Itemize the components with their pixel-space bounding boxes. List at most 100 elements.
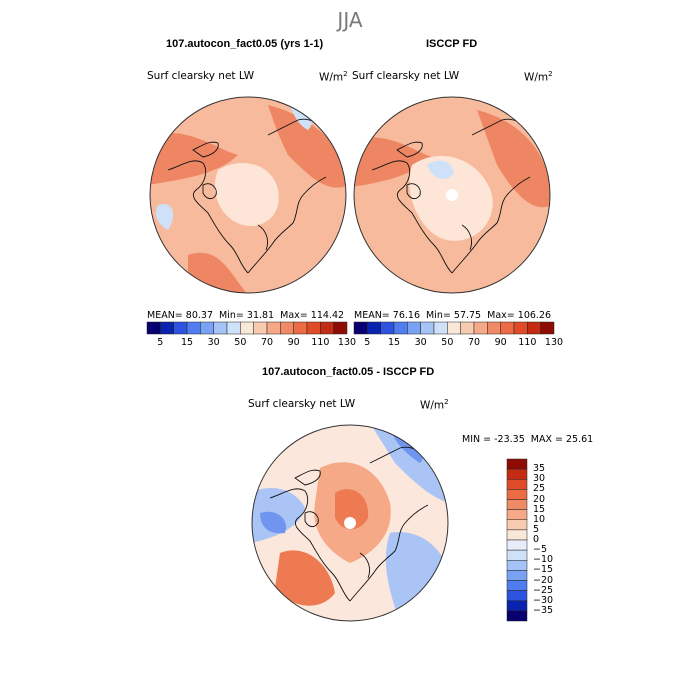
map1-warm-west — [150, 132, 238, 185]
colorbar-tick-label: 110 — [311, 337, 330, 348]
colorbar-swatch — [513, 321, 528, 335]
colorbar-tick-label: −10 — [533, 554, 554, 566]
colorbar-swatch — [306, 321, 321, 335]
colorbar-swatch — [540, 321, 555, 335]
colorbar-swatch — [506, 509, 528, 520]
colorbar-tick-label: 90 — [287, 337, 300, 348]
colorbar-tick-label: 130 — [337, 337, 357, 348]
map2-blue-patch — [427, 160, 454, 179]
map1-blue-patch-west — [156, 204, 174, 230]
colorbar-swatch — [353, 321, 368, 335]
diff-east-cold — [370, 425, 448, 503]
colorbar-tick-label: 20 — [533, 493, 546, 505]
colorbar-swatch — [506, 570, 528, 581]
colorbar-tick-label: 30 — [533, 473, 546, 485]
map1-arctic-cool — [214, 162, 279, 226]
panel1-title: 107.autocon_fact0.05 (yrs 1-1) — [166, 38, 324, 50]
colorbar-tick-label: −20 — [533, 574, 554, 586]
colorbar-swatch — [527, 321, 541, 335]
colorbar-swatch — [447, 321, 461, 335]
map-panel1 — [149, 96, 347, 294]
colorbar-swatch — [200, 321, 214, 335]
map-panel2 — [353, 96, 551, 294]
colorbar-tick-label: 30 — [414, 337, 427, 348]
colorbar-tick-label: 15 — [180, 337, 194, 348]
colorbar-panel2 — [353, 321, 555, 335]
diff-outline — [251, 424, 449, 622]
colorbar-tick-label: 5 — [364, 337, 371, 348]
colorbar-swatch — [506, 539, 528, 551]
colorbar-tick-label: 0 — [533, 534, 540, 545]
colorbar-swatch — [506, 489, 528, 500]
colorbar-swatch — [367, 321, 381, 335]
colorbar-tick-label: −15 — [533, 564, 554, 576]
map2-outline — [353, 96, 551, 294]
colorbar-swatch — [146, 321, 161, 335]
colorbar-tick-label: −25 — [533, 584, 554, 596]
colorbar-swatch — [500, 321, 515, 335]
diff-units: W/m2 — [420, 398, 449, 412]
colorbar-swatch — [506, 590, 528, 601]
diff-arctic-warm-strong — [335, 489, 369, 530]
colorbar-tick-label: 35 — [533, 463, 546, 475]
panel2-variable: Surf clearsky net LW — [352, 70, 460, 82]
colorbar-swatch — [186, 321, 201, 335]
colorbar-swatch — [173, 321, 188, 335]
colorbar-tick-label: 70 — [260, 337, 274, 348]
colorbar-swatch — [506, 610, 528, 622]
colorbar-tick-label: −5 — [533, 544, 548, 556]
colorbar-swatch — [506, 468, 528, 480]
colorbar-swatch — [487, 321, 501, 335]
colorbar-tick-label: 15 — [533, 503, 546, 515]
colorbar-swatch — [333, 321, 348, 335]
colorbar-swatch — [320, 321, 334, 335]
colorbar-tick-label: 70 — [467, 337, 481, 348]
panel1-variable: Surf clearsky net LW — [147, 70, 255, 82]
colorbar-swatch — [473, 321, 488, 335]
colorbar-tick-label: 25 — [533, 483, 546, 495]
colorbar-swatch — [460, 321, 475, 335]
colorbar-swatch — [506, 580, 528, 591]
colorbar-tick-label: 110 — [518, 337, 537, 348]
panel1-stats: MEAN= 80.37 Min= 31.81 Max= 114.42 — [147, 310, 345, 321]
colorbar-diff — [506, 458, 528, 622]
colorbar-swatch — [253, 321, 268, 335]
colorbar-swatch — [506, 560, 528, 571]
colorbar-tick-label: 50 — [234, 337, 247, 348]
colorbar-swatch — [266, 321, 281, 335]
colorbar-tick-label: −30 — [533, 594, 554, 606]
diff-title: 107.autocon_fact0.05 - ISCCP FD — [262, 366, 435, 378]
colorbar-tick-label: 130 — [544, 337, 564, 348]
diff-pole-hole — [344, 517, 356, 529]
colorbar-swatch — [506, 549, 528, 561]
colorbar-swatch — [240, 321, 254, 335]
diff-west-cold-strong — [260, 511, 286, 534]
map-diff — [251, 424, 449, 622]
colorbar-swatch — [213, 321, 228, 335]
colorbar-swatch — [506, 519, 528, 531]
panel1-units: W/m2 — [319, 70, 348, 84]
season-title: JJA — [337, 8, 363, 32]
colorbar-swatch — [506, 499, 528, 510]
map1-warm-east — [268, 105, 346, 188]
colorbar-tick-label: −35 — [533, 604, 554, 616]
colorbar-tick-label: 90 — [494, 337, 507, 348]
colorbar-panel1 — [146, 321, 348, 335]
colorbar-swatch — [380, 321, 395, 335]
colorbar-swatch — [407, 321, 421, 335]
colorbar-tick-label: 50 — [441, 337, 454, 348]
colorbar-tick-label: 5 — [533, 523, 540, 535]
diff-south-warm — [275, 550, 335, 606]
diff-stats: MIN = -23.35 MAX = 25.61 — [462, 434, 594, 445]
colorbar-tick-label: 30 — [207, 337, 220, 348]
colorbar-tick-label: 5 — [157, 337, 164, 348]
colorbar-swatch — [293, 321, 308, 335]
colorbar-swatch — [393, 321, 408, 335]
map1-coastlines — [167, 118, 329, 274]
colorbar-swatch — [433, 321, 448, 335]
colorbar-swatch — [506, 458, 528, 470]
panel2-stats: MEAN= 76.16 Min= 57.75 Max= 106.26 — [354, 310, 552, 321]
colorbar-tick-label: 15 — [387, 337, 401, 348]
map1-outline — [149, 96, 347, 294]
diff-variable: Surf clearsky net LW — [248, 398, 356, 410]
